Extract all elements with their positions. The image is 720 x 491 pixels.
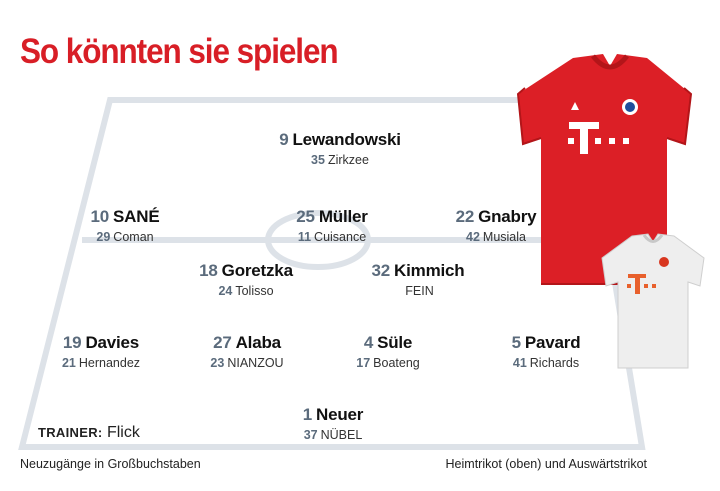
player-name: Kimmich <box>394 261 465 280</box>
player-attacking-mid: 25 Müller 11 Cuisance <box>237 207 427 244</box>
footnote-new-signings: Neuzugänge in Großbuchstaben <box>20 457 201 471</box>
jersey-number: 19 <box>62 333 82 352</box>
jersey-number: 18 <box>199 261 218 280</box>
backup-number: 29 <box>96 230 111 244</box>
backup-name: NIANZOU <box>227 356 284 370</box>
jersey-number: 32 <box>371 261 391 280</box>
trainer-label: TRAINER: <box>38 425 103 440</box>
backup-name: Zirkzee <box>327 153 369 167</box>
backup-name: Tolisso <box>235 284 274 298</box>
backup-name: Hernandez <box>78 356 141 370</box>
player-name: Alaba <box>235 333 281 352</box>
player-right-wing: 22 Gnabry 42 Musiala <box>401 207 591 244</box>
footnote-kits: Heimtrikot (oben) und Auswärtstrikot <box>445 457 647 471</box>
backup-number: 17 <box>356 356 371 370</box>
backup-number: 23 <box>210 356 225 370</box>
backup-name: Musiala <box>482 230 526 244</box>
jersey-number: 1 <box>302 405 313 424</box>
home-jersey-image <box>516 54 693 285</box>
player-name: Gnabry <box>478 207 537 226</box>
backup-number: 24 <box>218 284 233 298</box>
player-cm-left: 18 Goretzka 24 Tolisso <box>151 261 341 298</box>
backup-name: Cuisance <box>314 230 367 244</box>
player-left-wing: 10 SANÉ 29 Coman <box>30 207 220 244</box>
player-cb-right: 4 Süle 17 Boateng <box>293 333 483 370</box>
trainer-line: TRAINER: Flick <box>38 424 140 442</box>
player-goalkeeper: 1 Neuer 37 NÜBEL <box>238 405 428 442</box>
player-right-back: 5 Pavard 41 Richards <box>451 333 641 370</box>
backup-number: 21 <box>61 356 76 370</box>
player-cm-right: 32 Kimmich FEIN <box>323 261 513 298</box>
player-cb-left: 27 Alaba 23 NIANZOU <box>152 333 342 370</box>
backup-name: FEIN <box>405 284 434 298</box>
backup-name: Boateng <box>373 356 420 370</box>
jersey-number: 9 <box>279 130 289 149</box>
backup-number: 35 <box>311 153 325 167</box>
jersey-number: 4 <box>363 333 374 352</box>
player-name: Pavard <box>524 333 581 352</box>
jersey-number: 27 <box>213 333 232 352</box>
player-name: Neuer <box>316 405 364 424</box>
backup-number: 42 <box>466 230 480 244</box>
backup-number: 11 <box>297 230 312 244</box>
page-title: So könnten sie spielen <box>20 32 339 71</box>
player-name: Süle <box>377 333 413 352</box>
player-name: Lewandowski <box>292 130 401 149</box>
backup-name: Coman <box>113 230 154 244</box>
jersey-number: 10 <box>90 207 110 226</box>
backup-number: 41 <box>512 356 527 370</box>
backup-name: Richards <box>529 356 580 370</box>
player-name: Goretzka <box>221 261 293 280</box>
jersey-number: 25 <box>296 207 315 226</box>
jersey-number: 5 <box>511 333 521 352</box>
jersey-number: 22 <box>455 207 475 226</box>
away-jersey-image <box>601 233 705 369</box>
player-name: SANÉ <box>113 207 160 226</box>
player-name: Davies <box>85 333 140 352</box>
backup-number: 37 <box>303 428 318 442</box>
player-name: Müller <box>318 207 368 226</box>
player-striker: 9 Lewandowski 35 Zirkzee <box>245 130 435 167</box>
player-left-back: 19 Davies 21 Hernandez <box>6 333 196 370</box>
trainer-name: Flick <box>106 424 140 441</box>
backup-name: NÜBEL <box>320 428 363 442</box>
